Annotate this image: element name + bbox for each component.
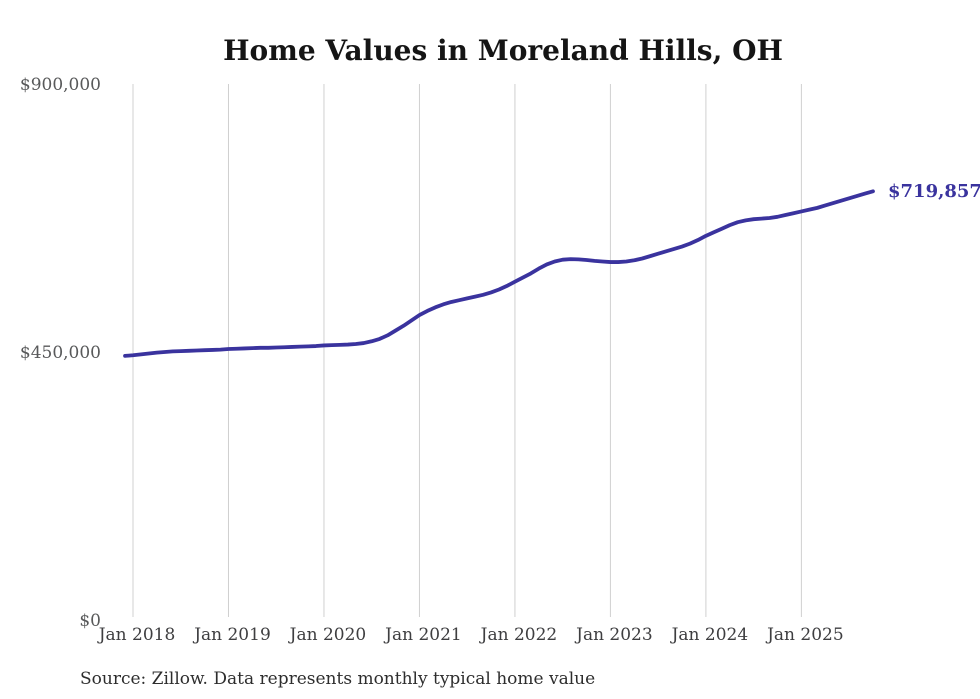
x-tick-label: Jan 2021: [383, 625, 462, 645]
y-tick-label: $450,000: [20, 343, 101, 363]
x-axis-labels: Jan 2018 Jan 2019 Jan 2020 Jan 2021 Jan 2022…: [97, 625, 844, 645]
x-tick-label: Jan 2018: [97, 625, 176, 645]
source-note: Source: Zillow. Data represents monthly …: [80, 669, 595, 689]
x-tick-label: Jan 2020: [288, 625, 367, 645]
home-value-line: [123, 189, 875, 358]
gridlines: [132, 84, 802, 617]
x-tick-label: Jan 2019: [192, 625, 271, 645]
x-tick-label: Jan 2022: [479, 625, 558, 645]
x-tick-label: Jan 2024: [670, 625, 749, 645]
final-value-label: $719,857: [888, 181, 980, 202]
y-axis-labels: $0 $450,000 $900,000: [20, 75, 101, 631]
x-tick-label: Jan 2025: [765, 625, 844, 645]
y-tick-label: $900,000: [20, 75, 101, 95]
chart-title: Home Values in Moreland Hills, OH: [223, 34, 783, 67]
x-tick-label: Jan 2023: [574, 625, 653, 645]
y-tick-label: $0: [79, 611, 101, 631]
